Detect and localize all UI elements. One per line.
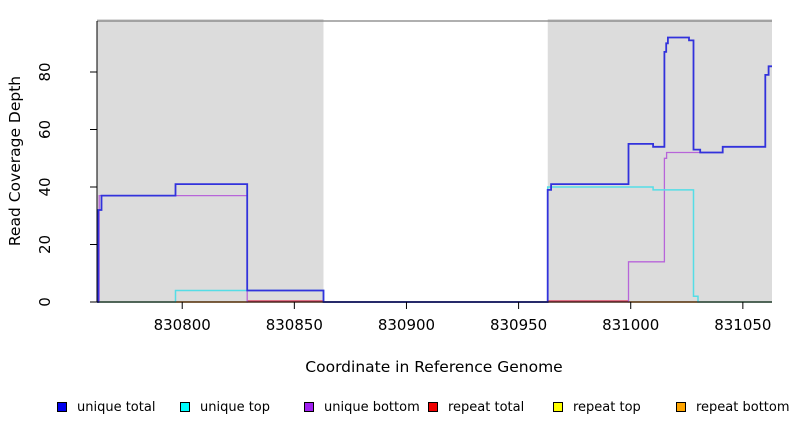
- legend-item-unique-top: unique top: [180, 398, 270, 416]
- legend-label: unique bottom: [324, 399, 420, 415]
- legend-label: unique top: [200, 399, 271, 415]
- legend-item-repeat-top: repeat top: [553, 398, 641, 416]
- legend-swatch-unique-top: [180, 402, 190, 412]
- x-tick-label: 830800: [154, 316, 211, 334]
- x-tick-label: 830900: [378, 316, 435, 334]
- shaded-regions: [97, 19, 772, 302]
- y-tick-label: 80: [36, 62, 54, 81]
- shaded-region-left-repeat-region: [97, 19, 324, 302]
- legend-label: repeat bottom: [696, 399, 790, 415]
- legend-item-unique-total: unique total: [57, 398, 155, 416]
- legend-swatch-repeat-top: [553, 402, 563, 412]
- legend-swatch-unique-bottom: [304, 402, 314, 412]
- x-tick-label: 830950: [490, 316, 547, 334]
- legend-swatch-repeat-total: [428, 402, 438, 412]
- legend-swatch-repeat-bottom: [676, 402, 686, 412]
- y-tick-label: 0: [36, 297, 54, 307]
- x-axis-title: Coordinate in Reference Genome: [305, 358, 562, 376]
- legend-label: repeat total: [448, 399, 525, 415]
- series-line-unique-total: [97, 36, 772, 303]
- x-tick-label: 831050: [714, 316, 771, 334]
- x-tick-label: 831000: [602, 316, 659, 334]
- legend-item-repeat-bottom: repeat bottom: [676, 398, 790, 416]
- legend-item-unique-bottom: unique bottom: [304, 398, 420, 416]
- legend-label: repeat top: [573, 399, 641, 415]
- legend: unique total unique top unique bottom repea…: [0, 398, 792, 420]
- y-tick-label: 60: [36, 120, 54, 139]
- y-tick-label: 20: [36, 235, 54, 254]
- series-line-unique-top: [97, 186, 772, 303]
- axes: 830800 830850 830900 830950 831000 831050 0 20 4…: [36, 21, 772, 334]
- legend-item-repeat-total: repeat total: [428, 398, 524, 416]
- y-tick-label: 40: [36, 177, 54, 196]
- x-tick-label: 830850: [266, 316, 323, 334]
- legend-swatch-unique-total: [57, 402, 67, 412]
- y-axis-title: Read Coverage Depth: [6, 76, 24, 246]
- legend-label: unique total: [77, 399, 156, 415]
- shaded-region-right-repeat-region: [547, 19, 772, 302]
